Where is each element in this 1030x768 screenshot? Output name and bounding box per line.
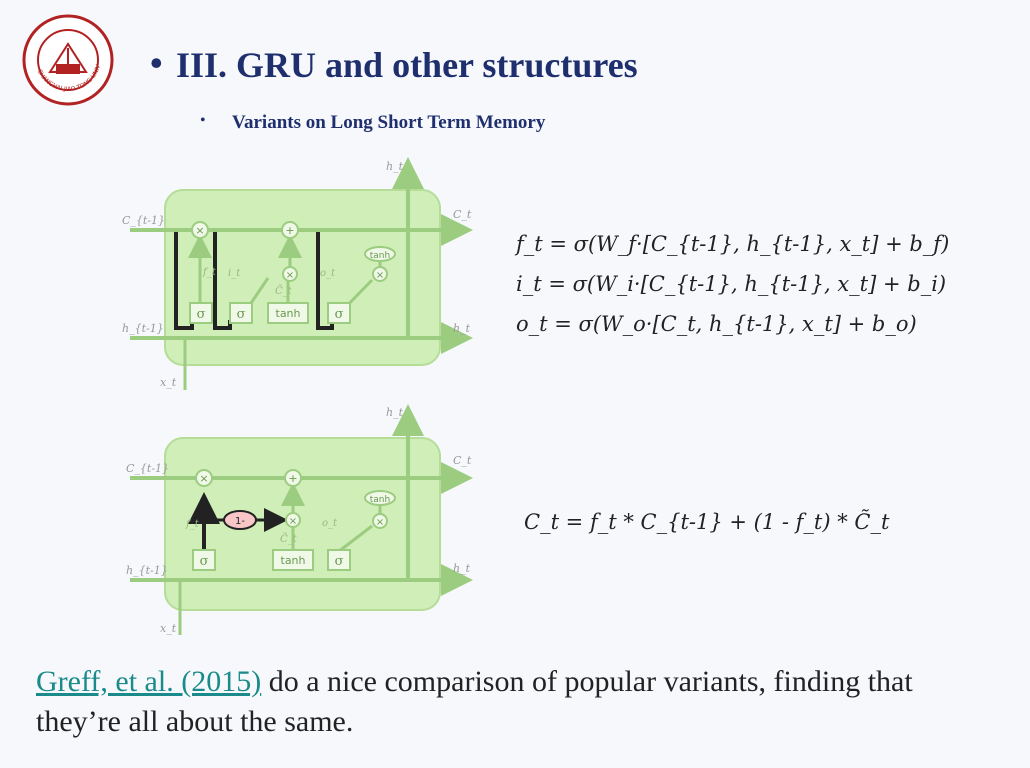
svg-text:+: + bbox=[288, 472, 297, 485]
title-bullet: • bbox=[150, 43, 163, 83]
equation-output-gate: o_t = σ(W_o·[C_t, h_{t-1}, x_t] + b_o) bbox=[516, 312, 917, 336]
c-prev-label: C_{t-1} bbox=[122, 214, 165, 227]
sigma-label: σ bbox=[200, 554, 209, 569]
tanh-label: tanh bbox=[370, 495, 390, 505]
c-t-label: C_t bbox=[453, 208, 472, 221]
equation-cell-state: C_t = f_t * C_{t-1} + (1 - f_t) * C̃_t bbox=[524, 510, 890, 534]
slide-subtitle: Variants on Long Short Term Memory bbox=[232, 112, 546, 133]
o-t-label: o_t bbox=[322, 518, 338, 529]
svg-text:×: × bbox=[199, 472, 208, 485]
x-t-label: x_t bbox=[160, 622, 177, 635]
svg-text:+: + bbox=[285, 224, 294, 237]
c-tilde-label: C̃_t bbox=[280, 533, 298, 545]
equation-forget-gate: f_t = σ(W_f·[C_{t-1}, h_{t-1}, x_t] + b_… bbox=[516, 232, 950, 256]
i-t-label: i_t bbox=[228, 268, 241, 279]
c-prev-label: C_{t-1} bbox=[126, 462, 169, 475]
sub-bullet: • bbox=[200, 112, 206, 129]
sigma-label: σ bbox=[237, 307, 246, 322]
f-t-label: f_t bbox=[202, 267, 217, 278]
footer-rest: do a nice comparison of popular variants… bbox=[36, 665, 913, 738]
logo-year: 1896 bbox=[60, 75, 75, 82]
citation-link[interactable]: Greff, et al. (2015) bbox=[36, 665, 262, 698]
svg-text:×: × bbox=[286, 270, 294, 281]
sigma-label: σ bbox=[197, 307, 206, 322]
h-t-label: h_t bbox=[386, 406, 404, 419]
coupled-gate-diagram: 1- × + × × tanh σ tanh σ C_{t-1} C_t h_t… bbox=[126, 404, 473, 635]
sigma-label: σ bbox=[335, 554, 344, 569]
f-t-label: f_t bbox=[185, 519, 200, 530]
university-logo: SHANGHAI JIAO TONG UNIVERSITY 1896 bbox=[22, 14, 114, 106]
x-t-label: x_t bbox=[160, 376, 177, 389]
svg-text:×: × bbox=[289, 516, 297, 527]
tanh-label: tanh bbox=[370, 251, 390, 261]
svg-text:×: × bbox=[376, 517, 384, 528]
h-t-label: h_t bbox=[453, 562, 471, 575]
o-t-label: o_t bbox=[320, 268, 336, 279]
svg-text:×: × bbox=[195, 224, 204, 237]
h-prev-label: h_{t-1} bbox=[122, 322, 164, 335]
h-t-label: h_t bbox=[386, 160, 404, 173]
svg-text:×: × bbox=[376, 270, 384, 281]
h-t-label: h_t bbox=[453, 322, 471, 335]
c-tilde-label: C̃_t bbox=[275, 285, 293, 297]
lstm-peephole-diagram: × + × × tanh σ σ tanh σ C_{t-1} C_t h_t … bbox=[122, 157, 473, 390]
tanh-label: tanh bbox=[276, 307, 301, 320]
one-minus-label: 1- bbox=[235, 516, 245, 527]
footer-text: Greff, et al. (2015) do a nice compariso… bbox=[36, 662, 996, 742]
h-prev-label: h_{t-1} bbox=[126, 564, 168, 577]
sigma-label: σ bbox=[335, 307, 344, 322]
tanh-label: tanh bbox=[281, 554, 306, 567]
slide-title: III. GRU and other structures bbox=[176, 45, 638, 85]
equation-input-gate: i_t = σ(W_i·[C_{t-1}, h_{t-1}, x_t] + b_… bbox=[516, 272, 947, 296]
c-t-label: C_t bbox=[453, 454, 472, 467]
